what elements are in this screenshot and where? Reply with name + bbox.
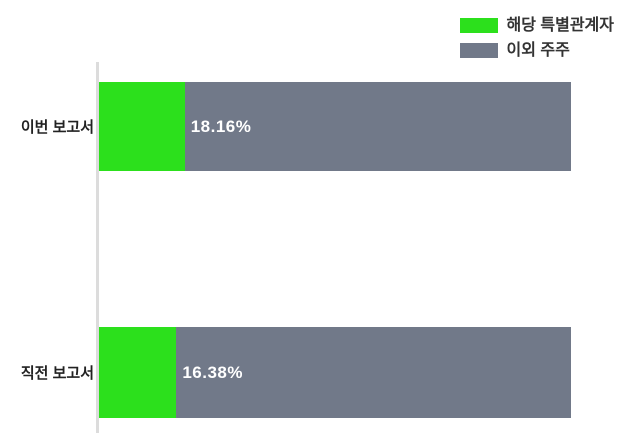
category-label-previous-report: 직전 보고서 <box>20 365 94 382</box>
bar-segment-special-current <box>99 82 185 171</box>
data-label-current: 18.16% <box>190 116 252 136</box>
y-axis-line <box>96 62 99 433</box>
legend: 해당 특별관계자 이외 주주 <box>459 13 615 63</box>
category-label-current-report: 이번 보고서 <box>20 119 94 136</box>
data-label-previous: 16.38% <box>182 362 243 382</box>
legend-swatch-slate <box>459 43 498 58</box>
legend-item-special: 해당 특별관계자 <box>459 13 615 38</box>
legend-swatch-green <box>459 18 498 33</box>
bar-previous-report: 16.38% <box>99 327 571 418</box>
bar-row-current-report: 이번 보고서 18.16% <box>0 82 571 171</box>
legend-item-others: 이외 주주 <box>459 38 615 63</box>
bar-current-report: 18.16% <box>99 82 571 171</box>
bar-row-previous-report: 직전 보고서 16.38% <box>0 327 571 418</box>
bar-segment-others-previous: 16.38% <box>176 327 571 418</box>
legend-label-special: 해당 특별관계자 <box>506 16 615 34</box>
bar-segment-others-current: 18.16% <box>184 82 571 171</box>
bar-segment-special-previous <box>99 327 177 418</box>
legend-label-others: 이외 주주 <box>506 41 570 59</box>
